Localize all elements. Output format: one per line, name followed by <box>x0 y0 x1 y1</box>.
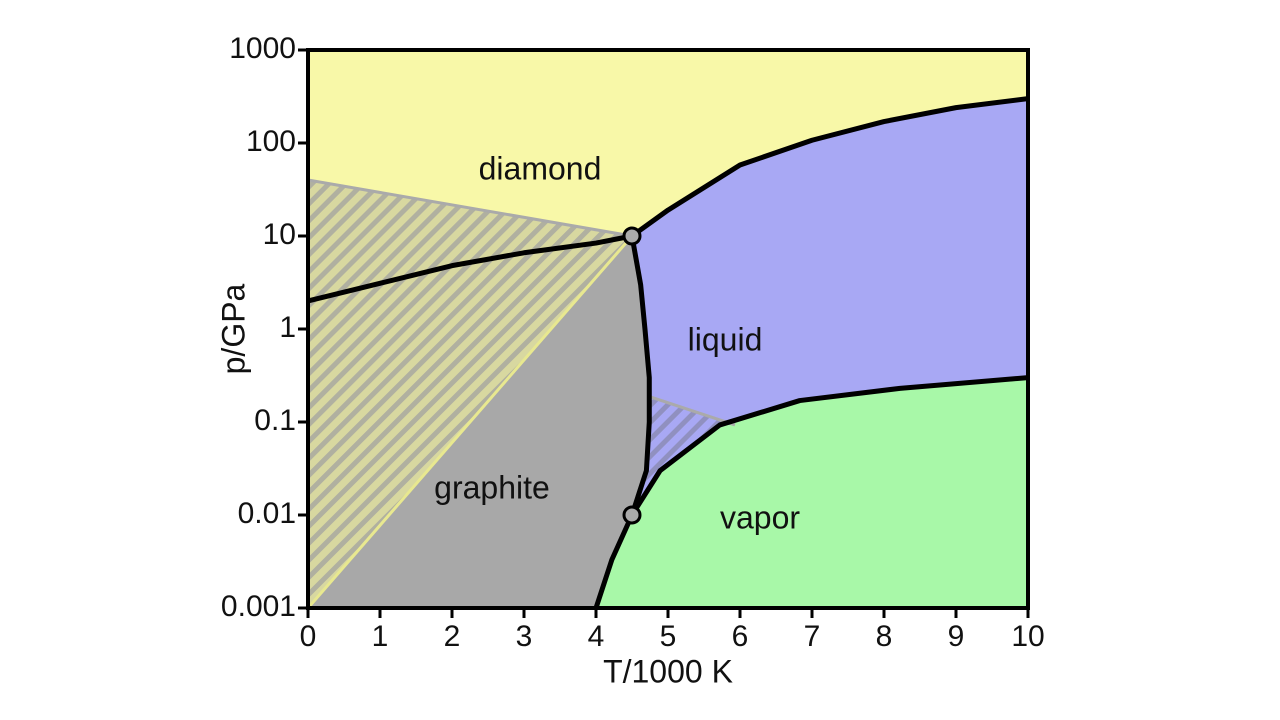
x-tick-label: 6 <box>732 620 749 653</box>
curves <box>308 96 1028 608</box>
x-tick-label: 7 <box>804 620 821 653</box>
y-tick-label: 1000 <box>229 32 296 65</box>
phase-boundary <box>629 375 1028 517</box>
x-tick-label: 2 <box>444 620 461 653</box>
x-tick-label: 1 <box>372 620 389 653</box>
region-label: liquid <box>688 321 763 357</box>
metastable-hatch <box>308 180 632 608</box>
triple-point <box>622 505 642 525</box>
x-tick-label: 3 <box>516 620 533 653</box>
x-tick-label: 4 <box>588 620 605 653</box>
triple-point <box>622 226 642 246</box>
region-label: diamond <box>479 150 602 186</box>
x-tick-label: 5 <box>660 620 677 653</box>
phase-boundary <box>308 235 634 608</box>
y-tick-label: 0.1 <box>254 404 296 437</box>
y-tick-label: 10 <box>263 218 296 251</box>
phase-boundary <box>630 96 1028 239</box>
y-tick-label: 1 <box>279 311 296 344</box>
x-tick-label: 10 <box>1011 620 1044 653</box>
phase-boundary <box>308 233 633 304</box>
region-vapor <box>596 377 1028 608</box>
region-liquid <box>632 98 1028 516</box>
y-tick-label: 0.01 <box>238 497 296 530</box>
y-axis-label: p/GPa <box>215 283 251 374</box>
metastable-hatch <box>632 396 735 515</box>
regions <box>308 50 1028 608</box>
y-tick-label: 0.001 <box>221 590 296 623</box>
phase-boundary <box>629 235 652 516</box>
region-label: graphite <box>434 469 550 505</box>
x-axis-label: T/1000 K <box>603 653 733 689</box>
phase-boundary <box>593 513 635 608</box>
overlay: diamond liquid graphite vapor <box>434 150 800 535</box>
x-tick-label: 9 <box>948 620 965 653</box>
x-tick-label: 0 <box>300 620 317 653</box>
phase-boundary <box>647 394 736 427</box>
y-tick-label: 100 <box>246 125 296 158</box>
phase-boundary <box>308 178 633 238</box>
region-label: vapor <box>720 499 800 535</box>
x-tick-label: 8 <box>876 620 893 653</box>
